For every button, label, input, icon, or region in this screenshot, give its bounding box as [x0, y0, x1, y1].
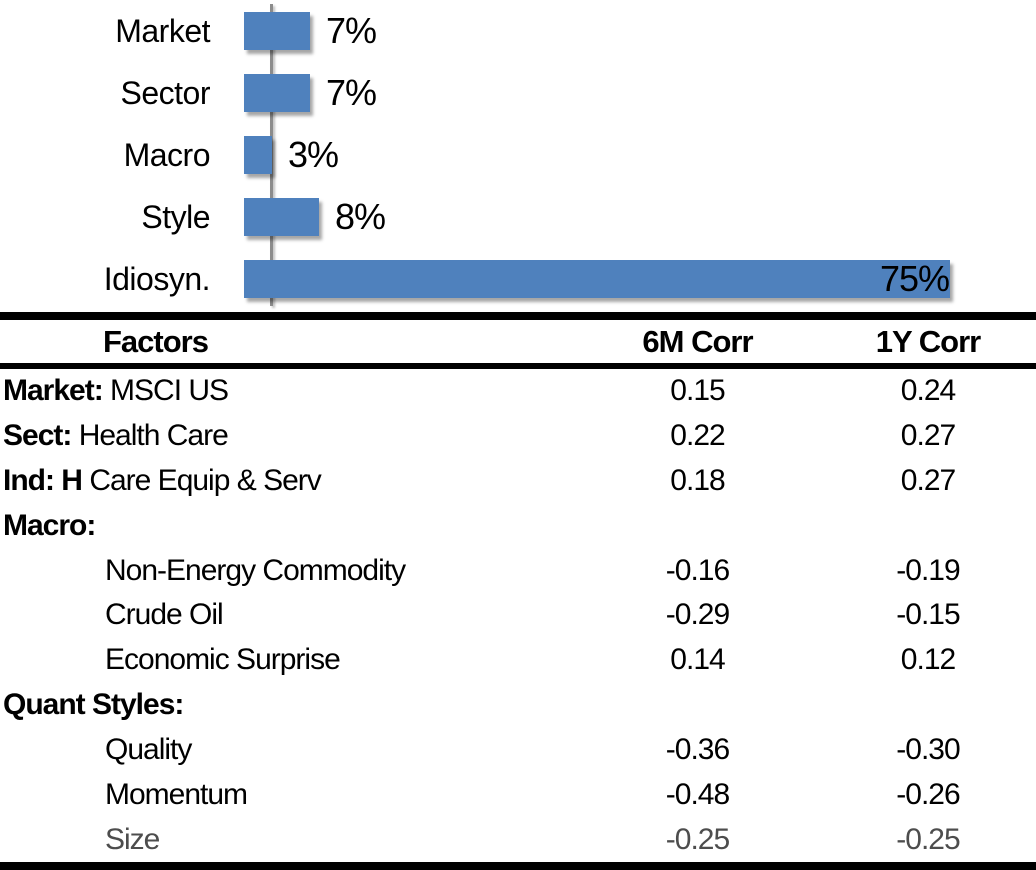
table-row: Quality -0.36 -0.30	[0, 728, 1036, 773]
factor-label-text: Crude Oil	[105, 598, 224, 632]
chart-bar	[244, 12, 310, 50]
table-header-row: Factors 6M Corr 1Y Corr	[0, 320, 1036, 369]
corr-1y-cell: 0.27	[900, 464, 956, 498]
factor-label-bold: Ind: H	[3, 464, 83, 498]
chart-row: Macro 3%	[0, 124, 1036, 186]
factor-label-text: Care Equip & Serv	[81, 464, 321, 498]
factor-label-bold: Market:	[3, 374, 104, 408]
chart-bar-track: 75%	[240, 248, 1036, 310]
factor-label-bold: Quant Styles:	[3, 688, 184, 722]
table-row: Sect: Health Care 0.22 0.27	[0, 414, 1036, 459]
factor-label-bold: Macro:	[3, 508, 96, 542]
chart-category-label: Market	[115, 13, 210, 49]
factor-label-cell: Momentum	[0, 778, 575, 812]
risk-decomposition-bar-chart: Market 7% Sector 7% Macro 3% Style 8% Idiosyn. 75…	[0, 0, 1036, 312]
factor-label-cell: Size	[0, 823, 575, 857]
corr-6m-cell: 0.14	[670, 643, 725, 677]
chart-row: Idiosyn. 75%	[0, 248, 1036, 310]
chart-row: Sector 7%	[0, 62, 1036, 124]
chart-category-label: Macro	[123, 137, 211, 173]
table-row: Momentum -0.48 -0.26	[0, 772, 1036, 817]
chart-bar-track: 3%	[240, 124, 1036, 186]
corr-1y-cell: -0.26	[896, 777, 960, 811]
chart-row: Style 8%	[0, 186, 1036, 248]
factor-label-cell: Non-Energy Commodity	[0, 554, 575, 588]
factor-label-text: Momentum	[105, 777, 248, 811]
factor-label-cell: Sect: Health Care	[0, 419, 575, 453]
factor-label-cell: Macro:	[0, 509, 575, 543]
table-row: Crude Oil -0.29 -0.15	[0, 593, 1036, 638]
factor-label-text: Economic Surprise	[105, 643, 341, 677]
chart-bar-track: 8%	[240, 186, 1036, 248]
chart-bar	[244, 74, 310, 112]
corr-6m-cell: -0.48	[665, 777, 730, 811]
factor-label-cell: Market: MSCI US	[0, 374, 575, 408]
corr-1y-cell: -0.30	[896, 732, 960, 766]
chart-bar	[244, 260, 950, 298]
chart-bar-value-label: 75%	[880, 258, 950, 299]
factor-label-cell: Economic Surprise	[0, 643, 575, 677]
table-body: Market: MSCI US 0.15 0.24 Sect: Health Care…	[0, 369, 1036, 862]
factor-label-text: Health Care	[71, 419, 229, 453]
corr-6m-cell: 0.18	[670, 464, 725, 498]
corr-6m-cell: 0.22	[670, 419, 725, 453]
corr-6m-cell: 0.15	[670, 374, 725, 408]
chart-bar-track: 7%	[240, 62, 1036, 124]
chart-category-label: Style	[141, 199, 210, 235]
chart-bar-value-label: 7%	[326, 72, 377, 113]
chart-bar-track: 7%	[240, 0, 1036, 62]
table-row: Non-Energy Commodity -0.16 -0.19	[0, 548, 1036, 593]
table-row: Quant Styles:	[0, 683, 1036, 728]
chart-bar	[244, 198, 319, 236]
corr-1y-cell: 0.27	[900, 419, 956, 453]
corr-6m-cell: -0.29	[665, 598, 730, 632]
chart-rows: Market 7% Sector 7% Macro 3% Style 8% Idiosyn. 75…	[0, 0, 1036, 312]
chart-category-label: Sector	[120, 75, 211, 111]
corr-1y-cell: 0.12	[900, 643, 956, 677]
corr-6m-cell: -0.25	[665, 822, 730, 856]
table-row: Macro:	[0, 503, 1036, 548]
corr-1y-cell: 0.24	[900, 374, 956, 408]
chart-row: Market 7%	[0, 0, 1036, 62]
corr-1y-cell: -0.25	[896, 822, 960, 856]
chart-bar-value-label: 3%	[288, 134, 339, 175]
factor-label-text: Quality	[105, 732, 192, 766]
chart-bar-value-label: 8%	[335, 196, 386, 237]
factor-label-cell: Ind: H Care Equip & Serv	[0, 464, 575, 498]
factor-correlation-table: Factors 6M Corr 1Y Corr Market: MSCI US 0…	[0, 312, 1036, 870]
chart-category-label: Idiosyn.	[103, 261, 211, 297]
factor-label-text: Non-Energy Commodity	[105, 553, 406, 587]
factor-label-text: MSCI US	[102, 374, 229, 408]
corr-1y-cell: -0.19	[896, 553, 960, 587]
factor-label-text: Size	[105, 822, 160, 856]
factor-label-cell: Quality	[0, 733, 575, 767]
corr-6m-cell: -0.36	[665, 732, 730, 766]
table-row: Ind: H Care Equip & Serv 0.18 0.27	[0, 459, 1036, 504]
factor-label-cell: Crude Oil	[0, 598, 575, 632]
col-header-1y-corr: 1Y Corr	[875, 323, 981, 359]
factor-label-bold: Sect:	[3, 419, 72, 453]
col-header-factors: Factors	[103, 323, 209, 359]
table-row: Market: MSCI US 0.15 0.24	[0, 369, 1036, 414]
corr-6m-cell: -0.16	[665, 553, 730, 587]
table-row: Economic Surprise 0.14 0.12	[0, 638, 1036, 683]
table-row: Size -0.25 -0.25	[0, 817, 1036, 862]
chart-bar-value-label: 7%	[326, 10, 377, 51]
chart-bar	[244, 136, 272, 174]
corr-1y-cell: -0.15	[896, 598, 960, 632]
factor-label-cell: Quant Styles:	[0, 688, 575, 722]
col-header-6m-corr: 6M Corr	[642, 323, 753, 359]
